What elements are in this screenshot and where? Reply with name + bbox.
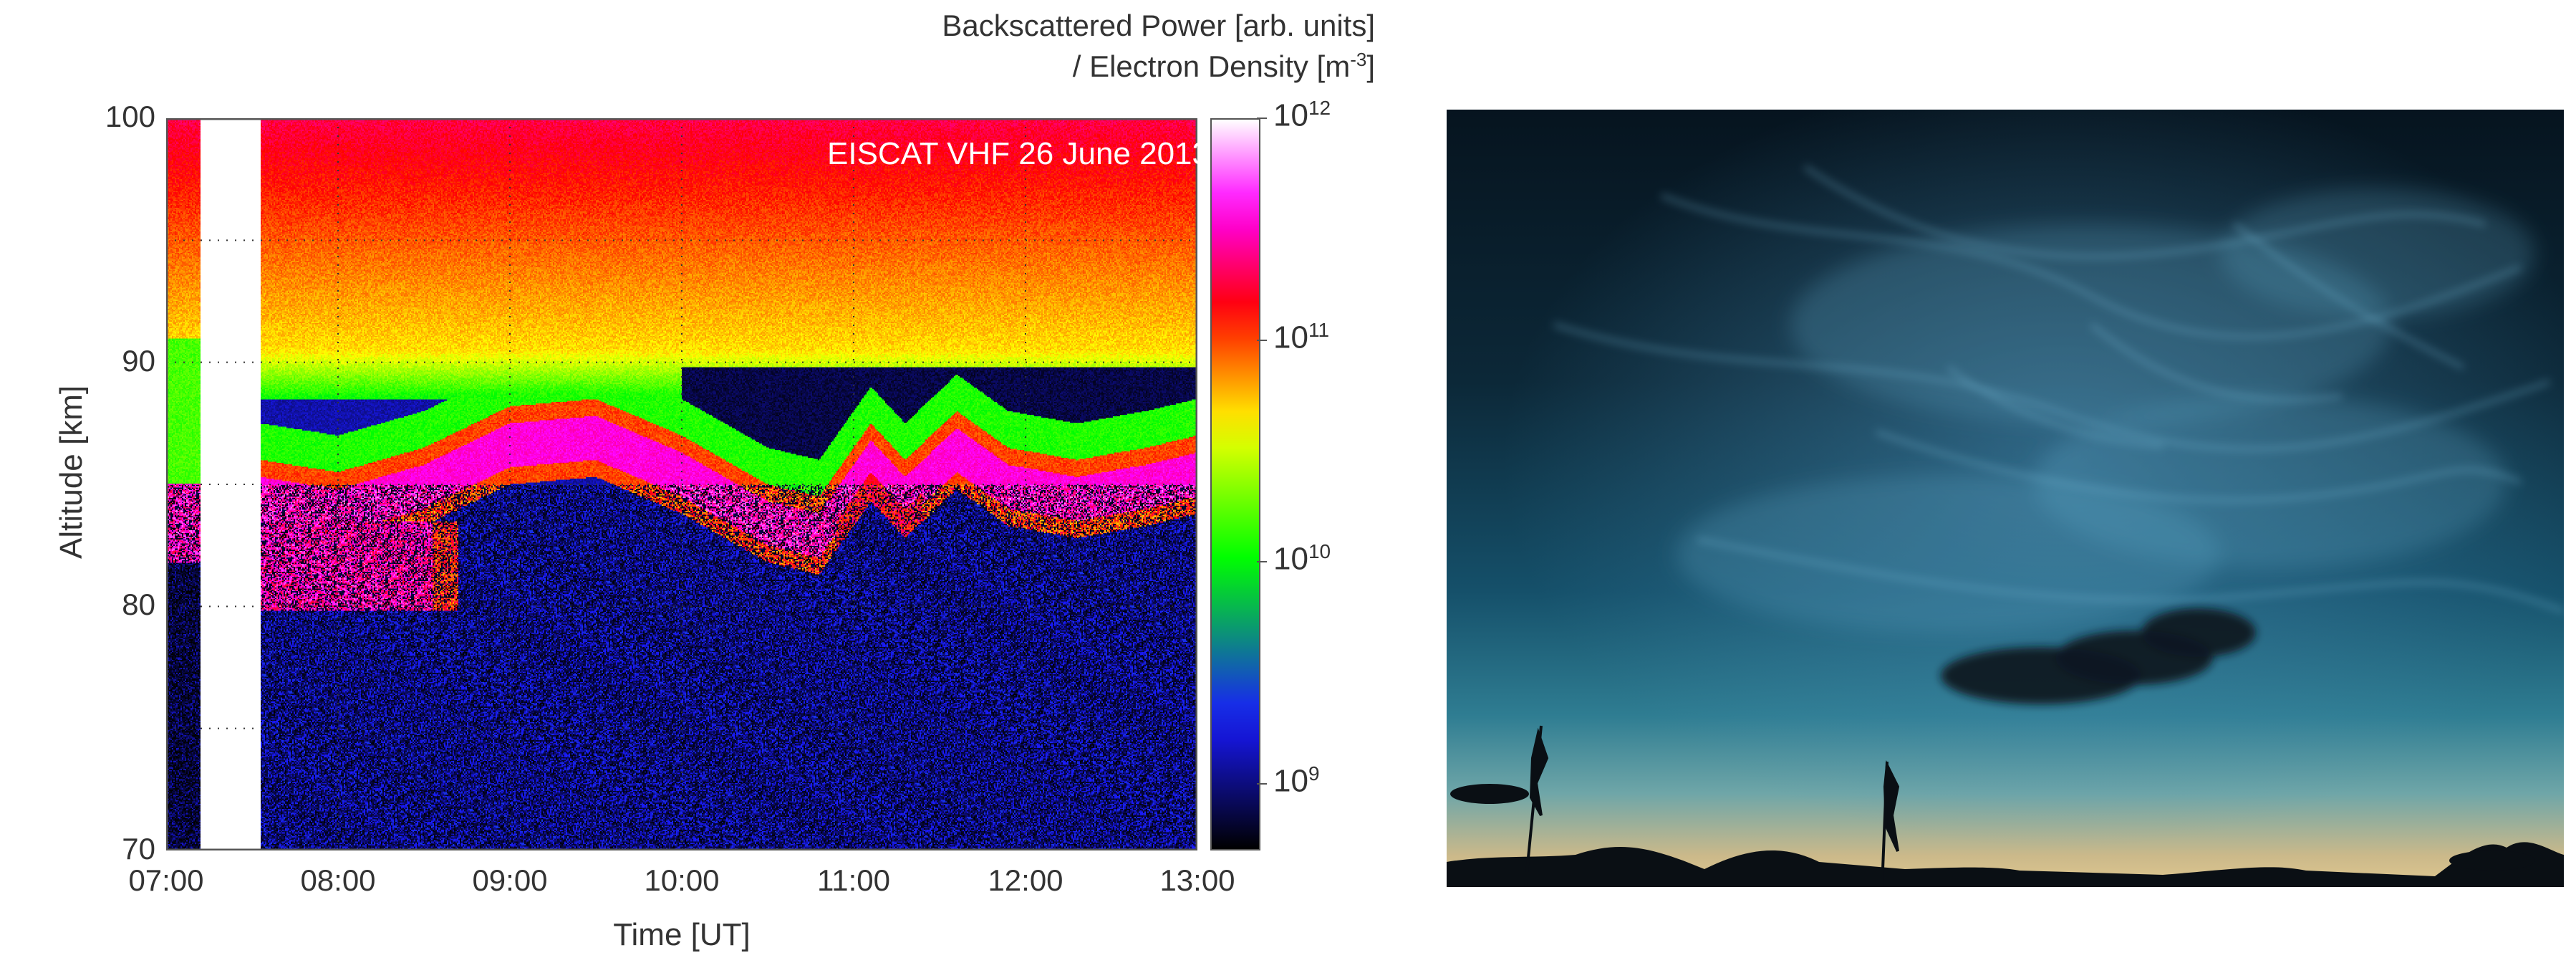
y-axis-title: Altitude [km] (54, 385, 89, 559)
x-axis-title: Time [UT] (613, 917, 751, 952)
x-tick-label: 12:00 (988, 863, 1063, 897)
y-tick-label: 70 (122, 832, 155, 866)
colorbar-title-line-1: Backscattered Power [arb. units] (942, 9, 1375, 42)
y-tick-label: 100 (105, 100, 155, 133)
colorbar-tick-label: 1011 (1273, 318, 1330, 355)
colorbar-tick-mark (1257, 561, 1267, 563)
colorbar-tick-mark (1257, 782, 1267, 785)
plot-frame (166, 118, 1197, 850)
instrument-annotation: EISCAT VHF 26 June 2013 (827, 136, 1210, 171)
horizon-silhouette (1447, 784, 2564, 887)
colorbar-tick-mark (1257, 339, 1267, 341)
colorbar-tick-mark (1257, 118, 1267, 119)
x-tick-label: 11:00 (817, 863, 890, 897)
flag-poles (1524, 725, 1900, 887)
y-tick-label: 90 (122, 343, 155, 378)
colorbar-tick-label: 109 (1273, 762, 1320, 799)
x-tick-label: 09:00 (472, 863, 548, 897)
y-tick-label: 80 (122, 588, 155, 622)
x-tick-label: 10:00 (644, 863, 720, 897)
dark-cloud (1941, 608, 2256, 704)
colorbar-tick-label: 1010 (1273, 540, 1331, 577)
colorbar (1210, 118, 1260, 850)
cloud-haze (1676, 188, 2535, 633)
plot-overlay (166, 118, 1197, 850)
colorbar-title-line-2: / Electron Density [m-3] (1072, 49, 1375, 83)
x-tick-label: 08:00 (300, 863, 376, 897)
noctilucent-cloud-photo (1447, 110, 2564, 887)
x-tick-label: 07:00 (128, 863, 204, 897)
colorbar-tick-label: 1012 (1273, 97, 1331, 133)
x-tick-label: 13:00 (1159, 863, 1235, 897)
